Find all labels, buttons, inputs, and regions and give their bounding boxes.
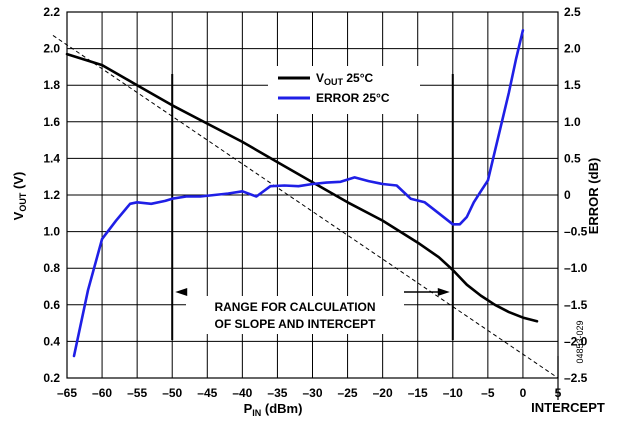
right-y-tick-label: 0.5: [564, 151, 581, 165]
right-y-tick-label: 1.0: [564, 115, 581, 129]
right-y-tick-labels: –2.5 –2.0 –1.5 –1.0 –0.5 0 0.5 1.0 1.5 2.0 2.5: [564, 5, 588, 385]
right-y-tick-label: 2.0: [564, 42, 581, 56]
right-y-tick-label: 1.5: [564, 78, 581, 92]
x-tick-label: –10: [443, 386, 463, 400]
range-markers: [171, 74, 454, 340]
annotation-box: [186, 296, 404, 334]
series-error-line: [72, 28, 525, 358]
x-tick-label: –35: [267, 386, 287, 400]
legend-label-error: ERROR 25°C: [316, 91, 390, 105]
annotation-line-1: RANGE FOR CALCULATION: [214, 300, 375, 314]
right-y-tick-label: 2.5: [564, 5, 581, 19]
x-tick-label: 0: [520, 386, 527, 400]
reference-line-group: [52, 35, 559, 379]
legend-label-vout: VOUT 25°C: [316, 71, 373, 87]
left-y-tick-label: 2.0: [43, 42, 60, 56]
legend-box: [268, 66, 420, 114]
left-y-tick-labels: 0.2 0.4 0.6 0.8 1.0 1.2 1.4 1.6 1.8 2.0 2.2: [43, 5, 60, 385]
x-tick-label: –40: [232, 386, 252, 400]
left-y-tick-label: 1.8: [43, 78, 60, 92]
x-tick-label: –55: [127, 386, 147, 400]
left-y-tick-label: 2.2: [43, 5, 60, 19]
x-axis-label: PIN (dBm): [244, 401, 303, 418]
x-tick-label: –60: [92, 386, 112, 400]
left-y-tick-label: 0.4: [43, 334, 60, 348]
x-tick-label: –50: [162, 386, 182, 400]
x-tick-label: –45: [197, 386, 217, 400]
left-y-tick-label: 1.6: [43, 115, 60, 129]
left-y-tick-label: 0.8: [43, 261, 60, 275]
right-y-tick-label: –0.5: [564, 225, 588, 239]
range-arrows: [175, 288, 450, 296]
left-y-tick-label: 0.6: [43, 298, 60, 312]
x-tick-label: –65: [57, 386, 77, 400]
annotation-line-2: OF SLOPE AND INTERCEPT: [215, 317, 377, 331]
intercept-label: INTERCEPT: [531, 400, 605, 415]
x-tick-label: –25: [338, 386, 358, 400]
arrow-right-head: [437, 288, 450, 296]
right-y-axis-label: ERROR (dB): [586, 158, 601, 235]
right-y-tick-label: 0: [564, 188, 571, 202]
left-y-tick-label: 1.4: [43, 151, 60, 165]
legend: VOUT 25°C ERROR 25°C: [268, 66, 420, 114]
x-tick-label: –30: [302, 386, 322, 400]
arrow-left-head: [175, 288, 188, 296]
left-y-axis-label: VOUT (V): [11, 172, 28, 221]
intercept-group: INTERCEPT: [531, 356, 605, 415]
range-annotation: RANGE FOR CALCULATION OF SLOPE AND INTER…: [186, 296, 404, 334]
right-y-tick-label: –1.0: [564, 261, 588, 275]
reference-line: [52, 35, 559, 379]
x-tick-label: –20: [373, 386, 393, 400]
right-y-tick-label: –2.0: [564, 334, 588, 348]
left-y-tick-label: 0.2: [43, 371, 60, 385]
x-tick-label: –15: [408, 386, 428, 400]
x-tick-label: –5: [481, 386, 495, 400]
left-y-tick-label: 1.0: [43, 225, 60, 239]
plot-frame: [66, 11, 559, 379]
right-y-tick-label: –2.5: [564, 371, 588, 385]
left-y-tick-label: 1.2: [43, 188, 60, 202]
right-y-tick-label: –1.5: [564, 298, 588, 312]
figure-id: 04853-029: [575, 320, 585, 363]
x-tick-labels: –65–60–55–50–45–40–35–30–25–20–15–10–505: [57, 386, 562, 400]
series-group: [65, 28, 539, 358]
series-vout-line: [65, 52, 539, 323]
